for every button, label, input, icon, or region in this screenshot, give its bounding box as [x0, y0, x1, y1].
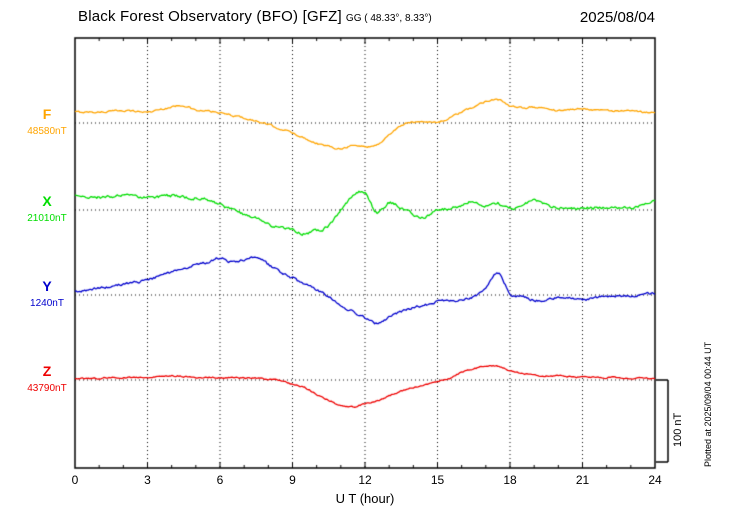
- x-tick-label: 18: [503, 473, 517, 487]
- series-name-f: F: [42, 106, 52, 122]
- x-tick-label: 15: [430, 473, 445, 487]
- x-tick-label: 0: [71, 473, 79, 487]
- x-tick-label: 21: [575, 473, 590, 487]
- series-name-z: Z: [42, 363, 52, 379]
- header: Black Forest Observatory (BFO) [GFZ] GG …: [78, 8, 432, 25]
- series-baseline-f: 48580nT: [27, 126, 67, 137]
- x-tick-label: 12: [358, 473, 372, 487]
- series-name-x: X: [42, 193, 52, 209]
- series-baseline-z: 43790nT: [27, 383, 67, 394]
- x-axis-title: U T (hour): [335, 491, 395, 506]
- x-tick-label: 6: [216, 473, 224, 487]
- x-tick-label: 9: [289, 473, 296, 487]
- page-title: Black Forest Observatory (BFO) [GFZ]: [78, 8, 342, 25]
- x-tick-label: 24: [648, 473, 662, 487]
- series-label-f: F 48580nT: [16, 107, 78, 137]
- series-label-z: Z 43790nT: [16, 364, 78, 394]
- series-baseline-x: 21010nT: [27, 213, 67, 224]
- series-label-y: Y 1240nT: [16, 279, 78, 309]
- scale-bar-label: 100 nT: [672, 412, 684, 447]
- series-name-y: Y: [42, 278, 52, 294]
- station-coordinates: GG ( 48.33°, 8.33°): [345, 13, 432, 24]
- plot-date: 2025/08/04: [579, 9, 655, 26]
- plotted-at-note: Plotted at 2025/09/04 00:44 UT: [703, 341, 713, 467]
- x-tick-label: 3: [144, 473, 151, 487]
- series-baseline-y: 1240nT: [30, 298, 64, 309]
- series-label-x: X 21010nT: [16, 194, 78, 224]
